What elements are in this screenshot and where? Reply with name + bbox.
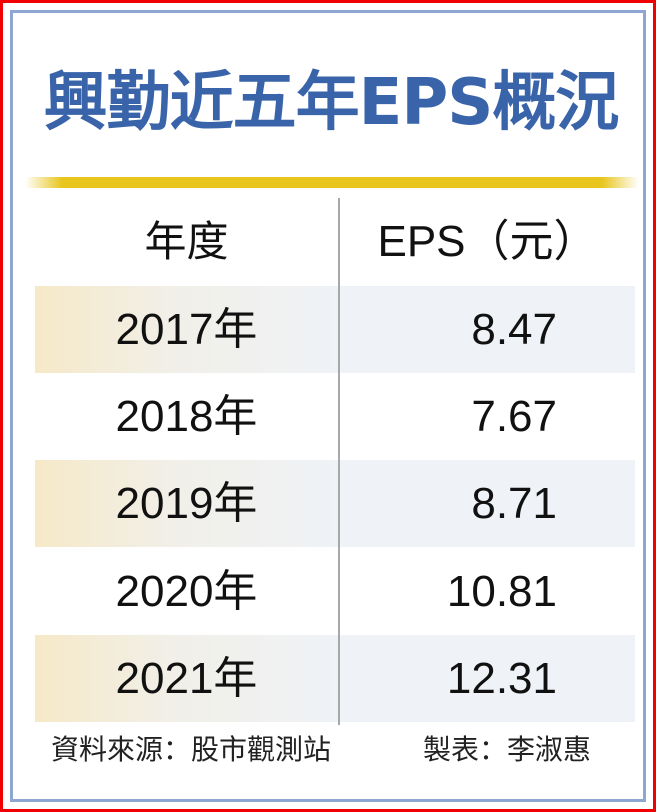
eps-table: 年度 EPS（元） 2017年 8.47 2018年 7.67 2019年 8.… bbox=[35, 198, 635, 728]
row-band-right bbox=[340, 635, 635, 722]
row-band-right bbox=[340, 286, 635, 373]
inner-frame: 興勤近五年EPS概況 年度 EPS（元） 2017年 8.47 2018年 7.… bbox=[10, 10, 646, 802]
row-band-left bbox=[35, 286, 338, 373]
year-cell: 2017年 bbox=[115, 305, 258, 354]
year-cell: 2019年 bbox=[115, 479, 258, 528]
chart-credit: 製表：李淑惠 bbox=[423, 733, 592, 766]
header-year: 年度 bbox=[144, 217, 229, 266]
table-row: 2018年 7.67 bbox=[35, 373, 635, 460]
table-header-row: 年度 EPS（元） bbox=[35, 198, 635, 285]
eps-cell: 7.67 bbox=[471, 392, 557, 441]
year-cell: 2020年 bbox=[115, 567, 258, 616]
column-divider bbox=[338, 198, 340, 725]
year-cell: 2018年 bbox=[115, 392, 258, 441]
year-cell: 2021年 bbox=[115, 654, 258, 703]
eps-cell: 12.31 bbox=[446, 654, 557, 703]
data-source-note: 資料來源：股市觀測站 bbox=[51, 733, 332, 766]
row-band-left bbox=[35, 460, 338, 547]
eps-cell: 10.81 bbox=[446, 567, 557, 616]
eps-cell: 8.71 bbox=[471, 479, 557, 528]
row-band-right bbox=[340, 460, 635, 547]
eps-cell: 8.47 bbox=[471, 305, 557, 354]
title-underline-bar bbox=[25, 177, 639, 188]
table-row: 2021年 12.31 bbox=[35, 635, 635, 722]
header-eps: EPS（元） bbox=[377, 217, 598, 266]
chart-title: 興勤近五年EPS概況 bbox=[43, 66, 620, 140]
table-row: 2020年 10.81 bbox=[35, 548, 635, 635]
row-band-left bbox=[35, 635, 338, 722]
table-row: 2019年 8.71 bbox=[35, 460, 635, 547]
table-row: 2017年 8.47 bbox=[35, 286, 635, 373]
